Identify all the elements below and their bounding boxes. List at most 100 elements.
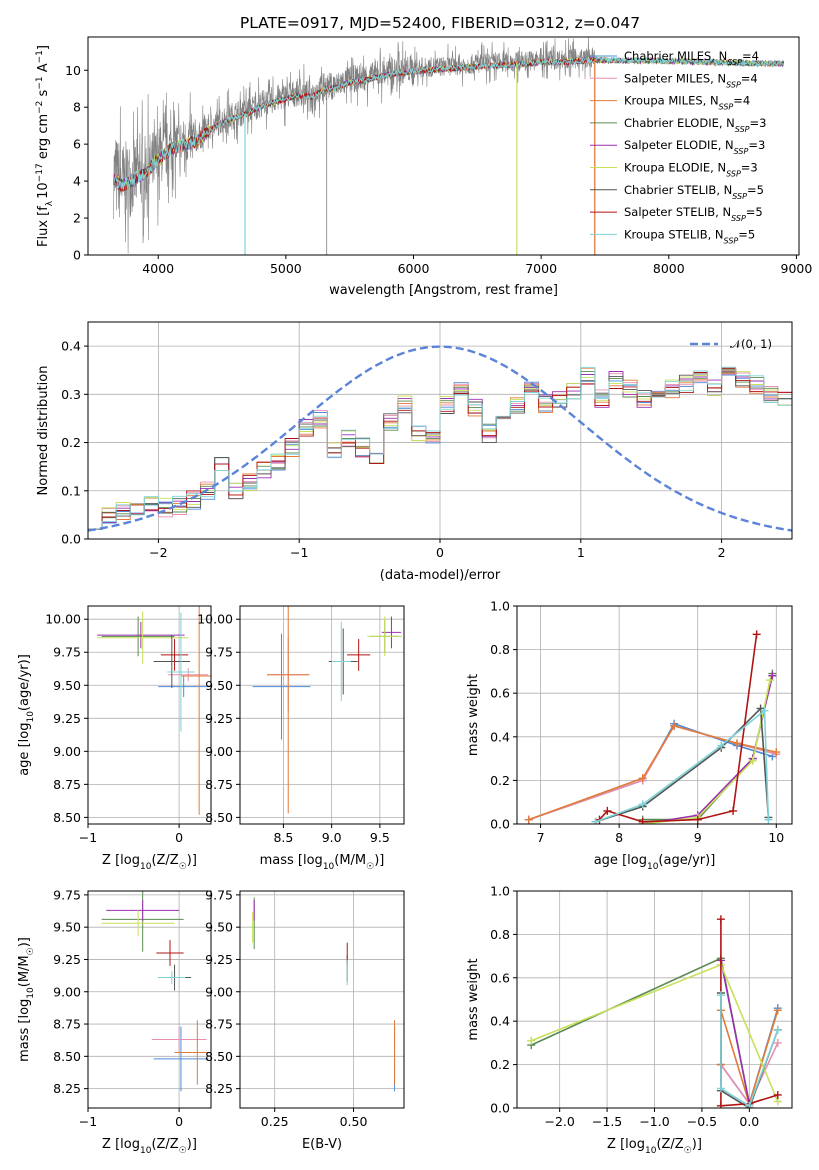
y-tick-label: 0.4 (61, 339, 81, 354)
x-tick-label: 1 (577, 545, 585, 560)
y-axis-label: Normed distribution (36, 366, 51, 496)
x-tick-label: 7000 (525, 261, 557, 276)
mass-weight-marker (638, 774, 647, 783)
x-tick-label: −1 (290, 545, 308, 560)
label-part: =5 (746, 205, 763, 219)
y-tick-label: 9.00 (53, 984, 81, 999)
x-tick-label: 2 (718, 545, 726, 560)
label-part: 10 (26, 987, 36, 999)
y-tick-label: 9.50 (53, 920, 81, 935)
plot-area (517, 891, 792, 1108)
x-tick-label: −2.0 (544, 1114, 574, 1129)
y-axis-label: mass [log10(M/M☉)] (17, 937, 36, 1062)
label-part: −1 (35, 50, 45, 63)
label-part: ☉ (366, 862, 374, 872)
legend-label: Kroupa STELIB, NSSP=5 (624, 227, 755, 245)
y-tick-label: 9.75 (53, 645, 81, 660)
spectrum-model-line (113, 57, 595, 193)
x-axis-label: (data-model)/error (380, 568, 501, 583)
label-part: =3 (750, 116, 767, 130)
y-tick-label: 8.50 (205, 1049, 233, 1064)
x-axis-label: age [log10(age/yr)] (594, 853, 716, 872)
y-tick-label: 10.00 (45, 612, 81, 627)
axes-frame (516, 605, 793, 825)
label-part: s (36, 89, 51, 100)
label-part: −17 (35, 163, 45, 182)
y-tick-label: 9.75 (53, 887, 81, 902)
label-part: )] (187, 853, 197, 868)
label-part: Kroupa MILES, N (624, 94, 719, 108)
legend-label: Chabrier ELODIE, NSSP=3 (624, 116, 766, 133)
label-part: Chabrier MILES, N (624, 49, 727, 63)
y-tick-label: 8.75 (53, 1017, 81, 1032)
label-part: ☉ (26, 947, 36, 955)
mass-weight-marker (693, 815, 702, 824)
label-part: )] (374, 853, 384, 868)
x-tick-label: 5000 (270, 261, 302, 276)
label-part: A (36, 63, 51, 76)
y-tick-label: 6 (73, 137, 81, 152)
label-part: 10 (36, 182, 51, 199)
label-part: ] (36, 45, 51, 50)
mass-weight-marker (773, 1090, 782, 1099)
x-axis-label: Z [log10(Z/Z☉)] (102, 853, 197, 872)
residual-histogram (88, 344, 792, 530)
label-part: 10 (645, 1146, 657, 1156)
mass-weight-marker (603, 806, 612, 815)
label-part: Salpeter MILES, N (624, 71, 726, 85)
label-part: Z [log (607, 1137, 645, 1152)
mass-weight-line (720, 995, 779, 1107)
label-part: =4 (742, 49, 759, 63)
x-axis-label: wavelength [Angstrom, rest frame] (329, 283, 558, 298)
label-part: ☉ (684, 1146, 692, 1156)
spectrum-model-line (113, 55, 785, 190)
y-tick-label: 9.00 (205, 984, 233, 999)
y-tick-label: 8.75 (53, 777, 81, 792)
panel-mass_vs_Z: −1 08.258.508.759.009.259.509.75Z [log10(… (17, 887, 212, 1156)
y-tick-label: 0.1 (61, 483, 81, 498)
label-part: )] (17, 937, 32, 947)
label-part: λ (45, 200, 55, 206)
plot-area (240, 891, 404, 1108)
panel-age_vs_mass: 8.5 9.0 9.5 8.50 8.75 9.00 9.25 9.50 9.75 10.00 ma… (197, 605, 405, 872)
x-axis-label: mass [log10(M/M☉)] (260, 853, 385, 872)
x-tick-label: 9.5 (370, 830, 390, 845)
panel-spectrum: 4000 5000 6000 7000 8000 9000 0 2 4 6 8 10 Chabrier … (35, 36, 812, 298)
label-part: age [log (17, 723, 32, 776)
y-tick-label: 10 (65, 63, 81, 78)
panel-mass_vs_EBV: 0.25 0.50 8.25 8.50 8.75 9.00 9.25 9.50 9.75 E(B-… (205, 887, 405, 1152)
y-tick-label: 9.25 (53, 952, 81, 967)
label-part: (M/M (17, 955, 32, 987)
y-tick-label: 8.50 (205, 810, 233, 825)
mass-weight-marker (773, 1006, 782, 1015)
label-part: )] (692, 1137, 702, 1152)
y-tick-label: 9.75 (205, 887, 233, 902)
y-tick-label: 9.25 (53, 711, 81, 726)
mass-weight-marker (716, 915, 725, 924)
figure-title: PLATE=0917, MJD=52400, FIBERID=0312, z=0… (240, 14, 640, 32)
spectrum-data-line (113, 37, 595, 254)
mass-weight-marker (760, 706, 769, 715)
x-tick-label: −1 (79, 1114, 97, 1129)
x-tick-label: −0.5 (687, 1114, 717, 1129)
x-tick-label: 0 (175, 830, 183, 845)
label-part: Kroupa ELODIE, N (624, 161, 726, 175)
x-tick-label: 6000 (398, 261, 430, 276)
label-part: Z [log (102, 1137, 140, 1152)
y-tick-label: 0.4 (490, 729, 510, 744)
x-tick-label: −1.5 (592, 1114, 622, 1129)
y-tick-label: 8.50 (53, 1049, 81, 1064)
y-axis-label: age [log10(age/yr)] (17, 654, 36, 776)
label-part: Z [log (102, 853, 140, 868)
y-tick-label: 0 (73, 248, 81, 263)
legend-label: Salpeter MILES, NSSP=4 (624, 71, 758, 89)
y-tick-label: 8.50 (53, 810, 81, 825)
mass-weight-marker (591, 817, 600, 824)
y-tick-label: 2 (73, 211, 81, 226)
y-tick-label: 9.25 (205, 952, 233, 967)
axes-frame (239, 890, 405, 1109)
plot-area (88, 322, 792, 539)
